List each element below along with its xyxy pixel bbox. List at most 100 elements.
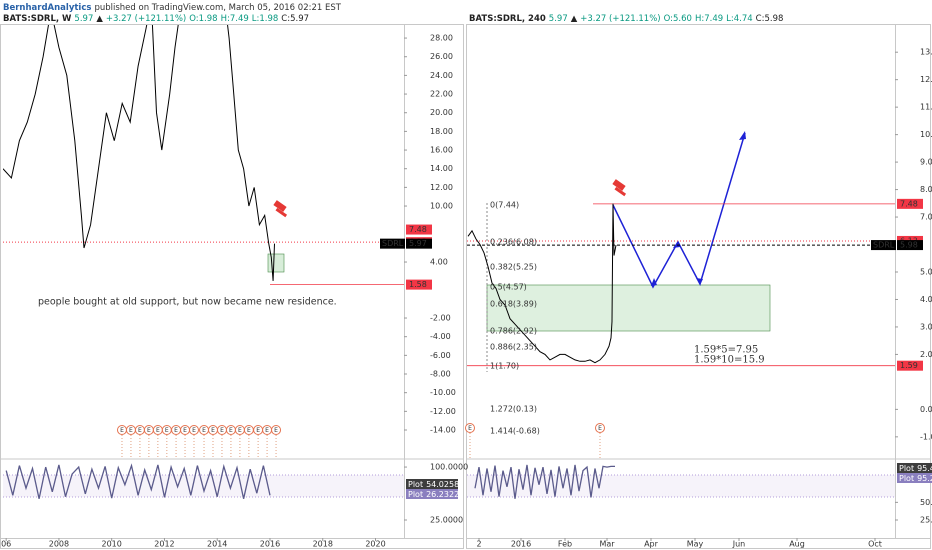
y-tick-label: 3.00 [920,322,932,331]
calc-note: 1.59*10=15.9 [694,355,765,366]
y-tick-label: 4.00 [430,258,448,267]
arrow-head [696,278,703,285]
level-label-box [406,224,432,235]
level-name: SDRL [382,239,404,248]
event-label: E [468,425,472,432]
plot-label: Plot 26.2322 [408,490,459,499]
legend: BATS:SDRL, 240 5.97 ▲ +3.27 (+121.11%) O:5.6… [469,14,783,24]
legend-arrow: ▲ [96,14,103,24]
hammer-icon [273,200,288,218]
legend-symbol: BATS:SDRL, W [3,14,72,24]
x-tick-label: Aug [789,540,805,549]
calc-note: 1.59*5=7.95 [694,345,758,356]
fib-label: 0.886(2.35) [490,343,537,352]
x-tick-label: May [687,540,704,549]
y-tick-label: -4.00 [430,332,451,341]
level-label-box [406,238,432,249]
y-tick-label: 20.00 [430,108,453,117]
legend-low: L:1.98 [252,14,279,24]
event-marker [465,423,475,433]
y-tick-label: 12.00 [430,183,453,192]
event-label: E [138,427,142,434]
level-label-box [897,240,923,251]
legend-change: +3.27 (+121.11%) [580,14,660,24]
x-tick-label: 2008 [49,540,69,549]
level-label-box [406,279,432,290]
oscillator-line [5,463,271,499]
y-tick-label: 28.00 [430,34,453,43]
event-label: E [183,427,187,434]
hammer-icon [612,179,627,197]
event-label: E [202,427,206,434]
level-label: 1.59 [900,361,918,370]
event-label: E [211,427,215,434]
fib-label: 1(1.70) [490,362,519,371]
y-tick-label: 11.00 [920,103,932,112]
plot-name: Plot [408,480,423,489]
event-label: E [174,427,178,434]
y-tick-label: -14.00 [430,426,456,435]
fib-label: 1.414(-0.68) [490,427,540,436]
level-label: 1.58 [409,280,427,289]
x-tick-label: 2014 [207,540,227,549]
author[interactable]: BernhardAnalytics [3,3,91,13]
x-tick-label: 2 [476,540,481,549]
event-label: E [156,427,160,434]
legend-symbol: BATS:SDRL, 240 [469,14,546,24]
arrow-head [673,241,680,248]
zone-box [486,284,771,332]
event-label: E [238,427,242,434]
osc-y-tick-label: 50.0000 [920,498,932,507]
legend-high: H:7.49 [221,14,249,24]
right-frame [466,24,931,549]
x-tick-label: 2018 [313,540,333,549]
legend-low: L:4.74 [726,14,753,24]
y-tick-label: 26.00 [430,52,453,61]
level-name-box [871,240,896,251]
price-line [3,25,275,281]
legend-arrow: ▲ [571,14,578,24]
osc-band [3,475,404,497]
level-label-box [897,198,923,209]
y-tick-label: 18.00 [430,127,453,136]
event-label: E [165,427,169,434]
x-tick-label: 2016 [260,540,280,549]
y-tick-label: 9.00 [920,158,932,167]
level-label: 7.48 [409,225,427,234]
arrow-head [651,278,657,286]
fib-label: 0.618(3.89) [490,300,537,309]
y-tick-label: -1.00 [920,432,932,441]
legend-high: H:7.49 [695,14,723,24]
legend-open: O:5.60 [664,14,692,24]
y-tick-label: -6.00 [430,351,451,360]
plot-label-box [897,473,932,483]
plot-name: Plot [899,474,914,483]
event-label: E [147,427,151,434]
y-tick-label: 22.00 [430,90,453,99]
fib-label: 0.786(2.92) [490,327,537,336]
fib-label: 1.272(0.13) [490,405,537,414]
price-line [467,203,617,364]
level-label: 5.97 [409,239,427,248]
y-tick-label: 5.00 [920,267,932,276]
level-label: 7.48 [900,199,918,208]
event-label: E [220,427,224,434]
x-tick-label: Feb [558,540,572,549]
plot-label-box [897,463,932,473]
level-label-box [897,360,923,371]
y-tick-label: -12.00 [430,407,456,416]
y-tick-label: 16.00 [430,146,453,155]
event-label: E [274,427,278,434]
legend-last: 5.97 [74,14,93,24]
y-tick-label: 12.00 [920,75,932,84]
event-label: E [192,427,196,434]
projection-arrow [612,132,746,289]
event-label: E [129,427,133,434]
event-label: E [120,427,124,434]
y-tick-label: 13.00 [920,48,932,57]
y-tick-label: -10.00 [430,388,456,397]
y-tick-label: -8.00 [430,370,451,379]
legend-last: 5.97 [549,14,568,24]
plot-value: 54.0258 [426,480,459,489]
